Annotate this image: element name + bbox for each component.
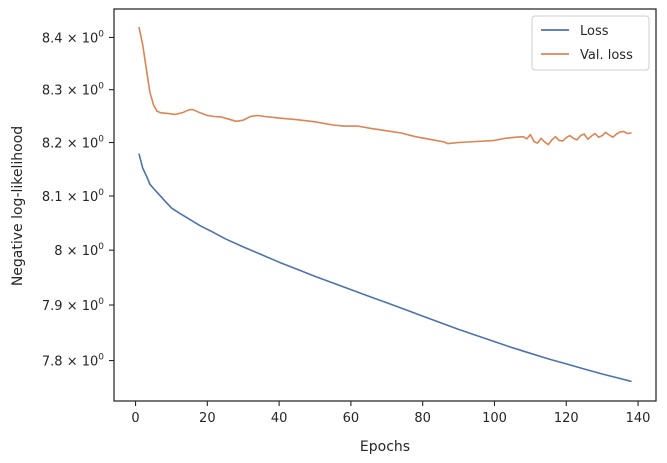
y-tick-label: 8.2 × 100 [42, 135, 104, 152]
series-line-val-loss [138, 26, 632, 146]
y-tick-label: 8 × 100 [54, 242, 104, 259]
y-tick-label: 8.4 × 100 [42, 29, 104, 46]
legend: Loss Val. loss [531, 15, 650, 71]
x-tick-label: 60 [343, 411, 360, 426]
plot-area [114, 9, 656, 401]
y-tick-label: 7.8 × 100 [42, 353, 104, 370]
series-line-loss [138, 153, 632, 383]
x-tick-label: 100 [482, 411, 507, 426]
x-tick-label: 140 [626, 411, 651, 426]
y-axis: 7.8 × 100 7.9 × 100 8 × 100 8.1 × 100 8.2 × … [42, 29, 114, 370]
x-axis: 0 20 40 60 80 100 120 140 [131, 401, 650, 426]
y-tick-label: 8.3 × 100 [42, 82, 104, 99]
x-tick-label: 0 [131, 411, 139, 426]
x-tick-label: 40 [271, 411, 288, 426]
y-tick-label: 7.9 × 100 [42, 297, 104, 314]
series-layer [138, 26, 632, 383]
x-tick-label: 80 [414, 411, 431, 426]
x-tick-label: 20 [199, 411, 216, 426]
plot-frame [113, 8, 657, 402]
y-tick-label: 8.1 × 100 [42, 188, 104, 205]
y-axis-label: Negative log-likelihood [10, 126, 26, 286]
legend-label: Loss [580, 24, 609, 39]
legend-label: Val. loss [580, 48, 633, 63]
x-tick-label: 120 [554, 411, 579, 426]
x-axis-label: Epochs [360, 439, 410, 455]
